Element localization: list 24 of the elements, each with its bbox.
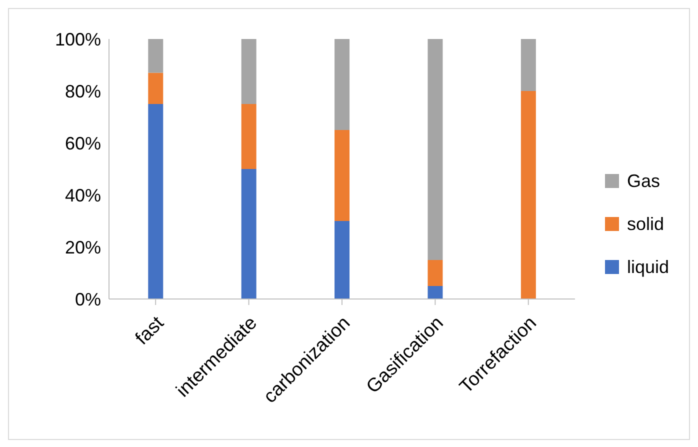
bar — [428, 286, 443, 299]
x-tick-label: fast — [132, 312, 169, 350]
bar — [148, 72, 164, 104]
y-tick-label: 0% — [74, 289, 101, 310]
legend-label: solid — [626, 214, 664, 234]
bar — [241, 104, 256, 169]
bar — [148, 39, 164, 73]
y-tick-label: 100% — [54, 29, 101, 50]
bar — [428, 39, 443, 260]
bar — [241, 169, 256, 299]
legend-label: Gas — [626, 170, 660, 192]
bar — [520, 91, 536, 299]
bar — [334, 221, 350, 299]
y-tick-label: 80% — [64, 81, 101, 102]
y-tick-label: 60% — [64, 133, 101, 154]
legend-label: liquid — [626, 256, 669, 278]
y-tick-label: 20% — [64, 237, 101, 258]
bar — [520, 39, 536, 91]
bar — [428, 260, 443, 286]
bar — [148, 104, 164, 299]
bar — [334, 130, 350, 221]
bar — [334, 39, 350, 130]
y-tick-label: 40% — [64, 185, 101, 206]
bar — [241, 39, 256, 104]
